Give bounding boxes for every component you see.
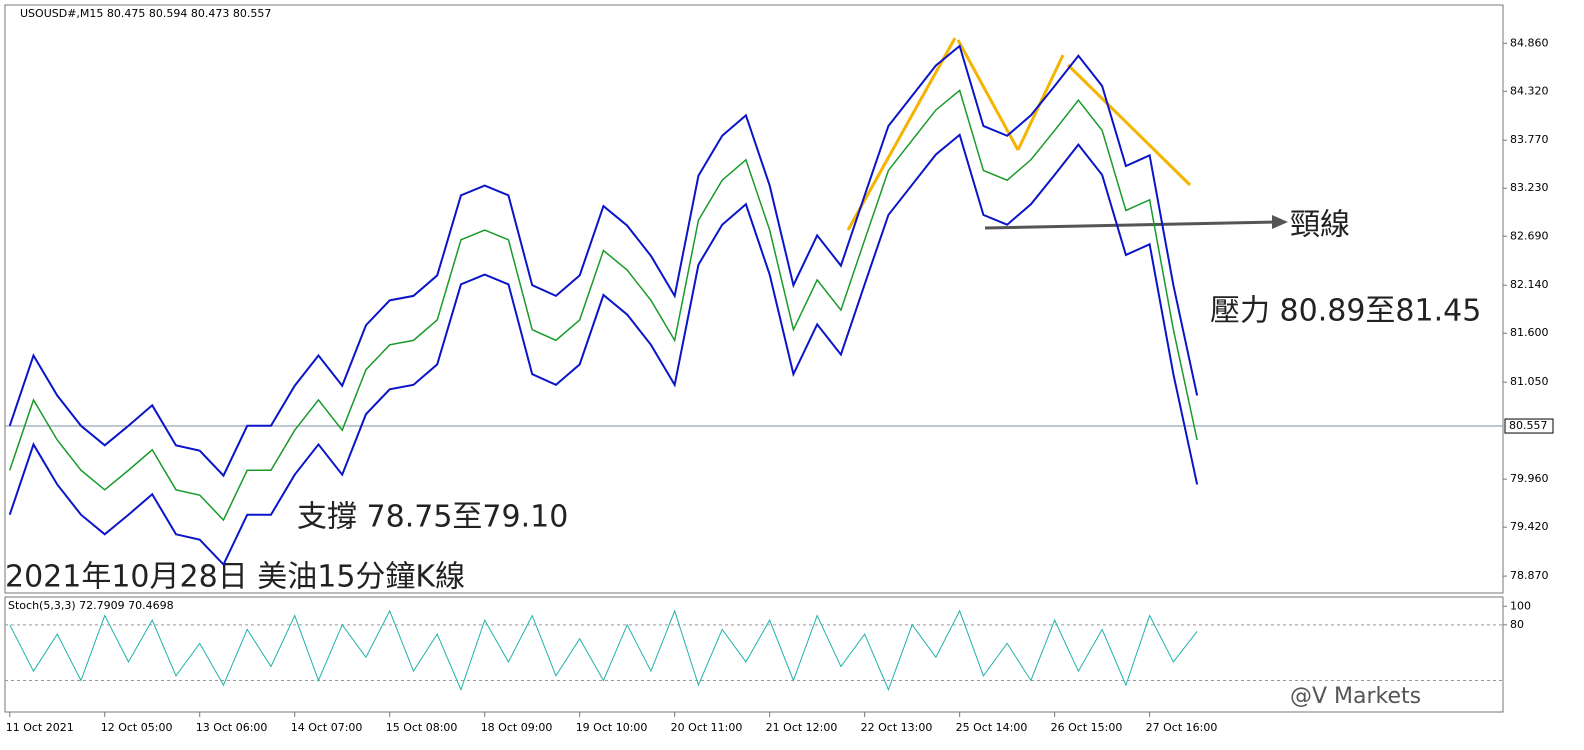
- annotation: 頸線: [1290, 208, 1350, 243]
- neckline-arrow: [1272, 215, 1288, 229]
- neckline: [984, 220, 1276, 230]
- main-panel: [4, 4, 1504, 594]
- x-tick-label: 21 Oct 12:00: [766, 721, 838, 734]
- y-tick-label: 79.960: [1510, 472, 1549, 485]
- chart-title: USOUSD#,M15 80.475 80.594 80.473 80.557: [20, 7, 271, 20]
- last-price-box: [1504, 418, 1554, 434]
- annotation: 壓力 80.89至81.45: [1210, 294, 1481, 329]
- x-tick-label: 18 Oct 09:00: [481, 721, 553, 734]
- series-line: [8, 44, 1199, 478]
- y-tick-label: 84.860: [1510, 36, 1549, 49]
- x-tick-label: 12 Oct 05:00: [101, 721, 173, 734]
- y-tick-label: 81.050: [1510, 375, 1549, 388]
- y-tick-label: 78.870: [1510, 569, 1549, 582]
- stoch-title: Stoch(5,3,3) 72.7909 70.4698: [8, 599, 174, 612]
- x-tick-label: 11 Oct 2021: [6, 721, 74, 734]
- series-line: [8, 133, 1199, 567]
- series-line: [9, 89, 1198, 522]
- y-tick-label: 82.690: [1510, 229, 1549, 242]
- annotation: 2021年10月28日 美油15分鐘K線: [5, 560, 465, 595]
- x-tick-label: 14 Oct 07:00: [291, 721, 363, 734]
- x-tick-label: 26 Oct 15:00: [1051, 721, 1123, 734]
- y-tick-label: 82.140: [1510, 278, 1549, 291]
- x-tick-label: 20 Oct 11:00: [671, 721, 743, 734]
- annotation: 支撐 78.75至79.10: [297, 500, 568, 535]
- y-tick-label: 83.230: [1510, 181, 1549, 194]
- x-tick-label: 13 Oct 06:00: [196, 721, 268, 734]
- last-price-label: 80.557: [1509, 419, 1548, 432]
- x-tick-label: 25 Oct 14:00: [956, 721, 1028, 734]
- x-tick-label: 27 Oct 16:00: [1146, 721, 1218, 734]
- y-tick-label: 83.770: [1510, 133, 1549, 146]
- y-tick-label: 79.420: [1510, 520, 1549, 533]
- watermark: @V Markets: [1290, 684, 1421, 709]
- y-tick-label: 84.320: [1510, 84, 1549, 97]
- x-tick-label: 19 Oct 10:00: [576, 721, 648, 734]
- y-tick-label: 80: [1510, 618, 1524, 631]
- y-tick-label: 100: [1510, 599, 1531, 612]
- stoch-panel: [4, 596, 1504, 713]
- x-tick-label: 15 Oct 08:00: [386, 721, 458, 734]
- series-line: [9, 609, 1198, 692]
- x-tick-label: 22 Oct 13:00: [861, 721, 933, 734]
- y-tick-label: 81.600: [1510, 326, 1549, 339]
